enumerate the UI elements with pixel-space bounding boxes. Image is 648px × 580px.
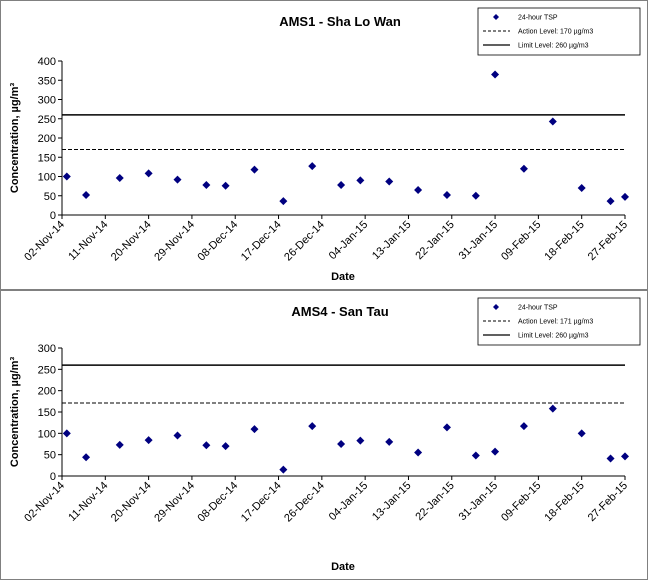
y-tick-label: 0 (50, 471, 56, 483)
data-point (144, 436, 153, 445)
data-point (442, 190, 451, 199)
chart-title: AMS1 - Sha Lo Wan (279, 14, 401, 29)
data-point (548, 117, 557, 126)
data-point (356, 436, 365, 445)
y-tick-label: 350 (38, 75, 56, 87)
y-tick-label: 200 (38, 133, 56, 145)
data-point (62, 429, 71, 438)
data-point (62, 172, 71, 181)
y-tick-label: 400 (38, 56, 56, 68)
data-point (279, 197, 288, 206)
y-tick-label: 200 (38, 386, 56, 398)
y-axis-label: Concentration, µg/m³ (9, 357, 21, 468)
y-tick-label: 50 (44, 191, 56, 203)
data-point (414, 448, 423, 457)
data-point (471, 451, 480, 460)
legend-label: 24-hour TSP (518, 15, 558, 22)
legend-symbol (493, 14, 499, 20)
y-tick-label: 100 (38, 172, 56, 184)
x-axis-label: Date (331, 271, 355, 283)
data-point (337, 440, 346, 448)
data-point (202, 441, 211, 450)
data-point (606, 454, 615, 463)
data-point (144, 169, 153, 178)
y-tick-label: 100 (38, 428, 56, 440)
y-tick-label: 150 (38, 407, 56, 419)
y-tick-label: 300 (38, 95, 56, 107)
data-point (491, 70, 500, 79)
data-point (173, 431, 182, 440)
data-point (337, 180, 346, 189)
data-point (279, 465, 288, 474)
data-point (115, 174, 124, 183)
data-point (221, 181, 230, 190)
data-point (385, 437, 394, 446)
y-tick-label: 50 (44, 450, 56, 462)
x-axis-label: Date (331, 561, 355, 573)
data-point (414, 185, 423, 194)
data-point (356, 176, 365, 185)
data-point (385, 177, 394, 186)
data-point (577, 184, 586, 193)
data-point (308, 422, 317, 431)
y-axis-label: Concentration, µg/m³ (9, 83, 21, 194)
y-tick-label: 0 (50, 210, 56, 222)
data-point (308, 162, 317, 171)
data-point (173, 175, 182, 184)
y-tick-label: 300 (38, 343, 56, 355)
y-tick-label: 150 (38, 152, 56, 164)
y-tick-label: 250 (38, 364, 56, 376)
data-point (491, 447, 500, 456)
legend-label: Action Level: 170 µg/m3 (518, 29, 593, 36)
legend-symbol (493, 304, 499, 310)
data-point (519, 164, 528, 173)
data-point (250, 425, 259, 434)
data-point (621, 192, 629, 201)
data-point (82, 190, 91, 199)
data-point (442, 423, 451, 432)
data-point (221, 442, 230, 451)
data-point (548, 404, 557, 413)
legend-label: 24-hour TSP (518, 305, 558, 312)
data-point (606, 197, 615, 206)
legend-label: Limit Level: 260 µg/m3 (518, 43, 589, 50)
data-point (115, 440, 124, 449)
y-tick-label: 250 (38, 114, 56, 126)
data-point (519, 422, 528, 431)
data-point (471, 191, 480, 200)
legend-label: Action Level: 171 µg/m3 (518, 319, 593, 326)
chart-title: AMS4 - San Tau (291, 304, 388, 319)
data-point (202, 180, 211, 189)
data-point (82, 453, 91, 462)
data-point (250, 165, 259, 174)
legend-label: Limit Level: 260 µg/m3 (518, 333, 589, 340)
data-point (577, 429, 586, 438)
data-point (621, 452, 629, 461)
